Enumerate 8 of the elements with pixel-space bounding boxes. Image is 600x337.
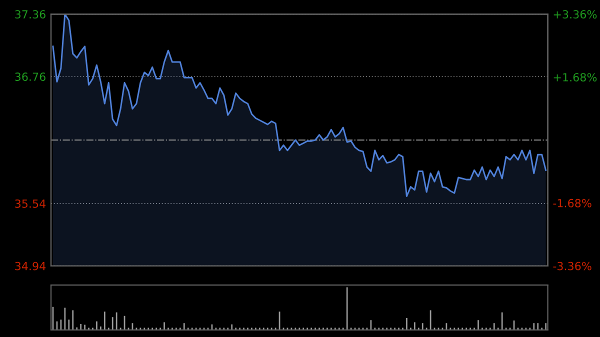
y-tick-label: 36.76 (15, 72, 46, 81)
y2-tick-label: -1.68% (553, 198, 592, 208)
y2-tick-label: +1.68% (554, 73, 597, 82)
y-tick-label: 37.36 (15, 10, 46, 19)
y2-tick-label: -3.36% (553, 262, 592, 270)
y-tick-label: 35.54 (15, 199, 46, 208)
y2-tick-label: +3.36% (554, 10, 597, 19)
y-tick-label: 34.94 (15, 262, 46, 270)
